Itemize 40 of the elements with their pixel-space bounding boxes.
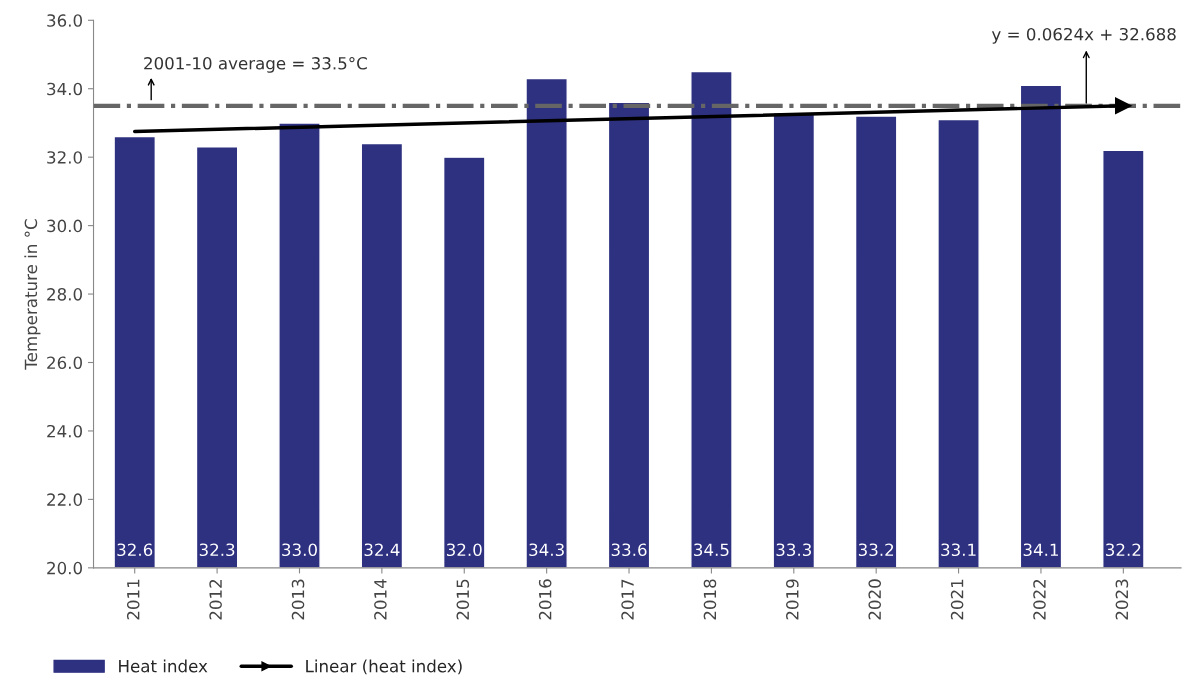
data-label: 32.4 — [364, 543, 400, 557]
data-label: 32.2 — [1106, 543, 1141, 557]
x-tick-label: 2023 — [1115, 579, 1129, 620]
x-tick-label: 2022 — [1033, 579, 1046, 620]
x-tick-label: 2018 — [703, 579, 717, 620]
y-tick-label: 32.0 — [47, 151, 82, 164]
data-label: 34.1 — [1023, 543, 1058, 557]
x-tick-label: 2019 — [786, 579, 799, 620]
x-tick-label: 2017 — [621, 579, 634, 620]
legend-label: Heat index — [119, 659, 208, 673]
x-tick-label: 2011 — [126, 579, 140, 620]
y-tick-label: 26.0 — [47, 356, 82, 370]
data-label: 33.3 — [776, 543, 812, 557]
legend-label: Linear (heat index) — [306, 659, 462, 675]
data-label: 33.6 — [611, 543, 647, 557]
x-tick-label: 2014 — [374, 579, 387, 620]
data-label: 32.3 — [199, 543, 235, 557]
y-axis-title: Temperature in °C — [24, 219, 41, 370]
x-tick-label: 2015 — [456, 579, 470, 620]
data-label: 34.3 — [529, 543, 564, 557]
y-tick-label: 34.0 — [47, 82, 82, 96]
ref-line-label: 2001-10 average = 33.5°C — [144, 57, 367, 73]
data-label: 33.1 — [941, 543, 976, 557]
data-label: 32.0 — [446, 543, 482, 557]
x-tick-label: 2021 — [950, 579, 964, 620]
y-tick-label: 20.0 — [47, 561, 82, 575]
y-tick-label: 22.0 — [47, 493, 82, 506]
y-tick-label: 28.0 — [47, 288, 82, 301]
data-label: 34.5 — [694, 543, 729, 557]
x-tick-label: 2012 — [209, 579, 222, 620]
data-label: 33.0 — [282, 543, 317, 557]
x-tick-label: 2020 — [868, 579, 882, 620]
y-tick-label: 24.0 — [47, 424, 82, 438]
data-label: 32.6 — [117, 543, 153, 557]
data-label: 33.2 — [858, 543, 894, 557]
x-tick-label: 2013 — [291, 579, 305, 620]
annotation: y = 0.0624x + 32.688 — [991, 27, 1176, 44]
y-tick-label: 30.0 — [47, 219, 82, 233]
x-tick-label: 2016 — [538, 579, 552, 620]
y-tick-label: 36.0 — [47, 14, 82, 27]
